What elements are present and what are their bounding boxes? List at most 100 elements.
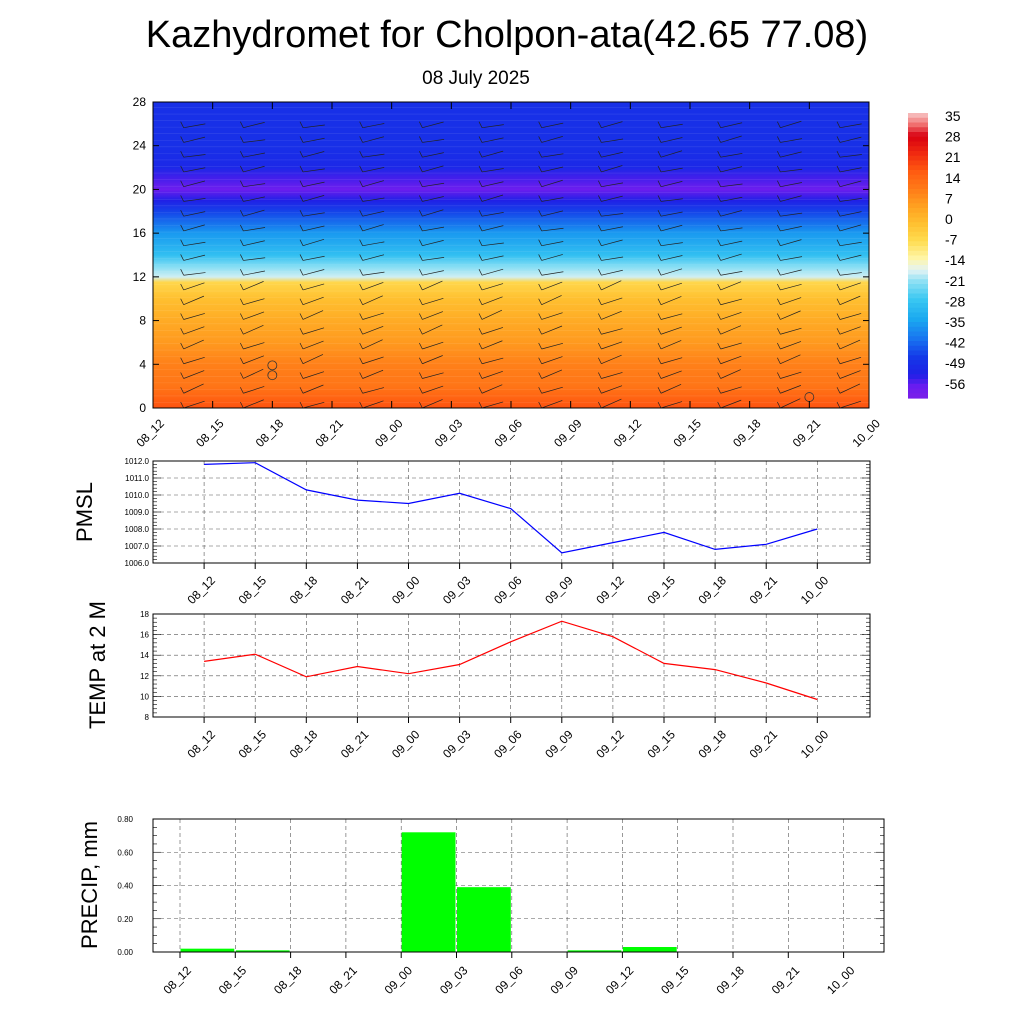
wind-barb-flag bbox=[657, 165, 662, 173]
wind-barb-flag bbox=[717, 239, 721, 246]
wind-barb-flag bbox=[299, 180, 304, 187]
wind-barb-flag bbox=[657, 283, 662, 291]
wind-barb bbox=[780, 226, 802, 232]
wind-barb-flag bbox=[538, 328, 542, 335]
wind-barb bbox=[362, 282, 384, 291]
wind-barb-flag bbox=[777, 239, 781, 246]
calm-marker bbox=[267, 360, 278, 371]
wind-barb bbox=[302, 137, 325, 143]
wind-barb-flag bbox=[657, 401, 662, 409]
colorbar-swatch bbox=[908, 265, 928, 271]
wind-barb-flag bbox=[419, 357, 423, 364]
wind-barb-flag bbox=[598, 357, 602, 364]
wind-barb-flag bbox=[538, 254, 542, 261]
wind-barb bbox=[362, 180, 384, 188]
wind-barb bbox=[839, 180, 862, 188]
wind-barb bbox=[481, 124, 504, 129]
wind-barb-flag bbox=[478, 224, 483, 232]
wind-barb-flag bbox=[419, 195, 423, 202]
wind-barb bbox=[481, 242, 504, 247]
wind-barb bbox=[780, 310, 801, 320]
wind-barb bbox=[780, 168, 803, 173]
wind-barb bbox=[839, 272, 862, 276]
wind-barb-flag bbox=[299, 283, 304, 291]
y-axis-label: PMSL bbox=[72, 482, 97, 542]
wind-barb bbox=[720, 386, 742, 394]
y-tick-label: 8 bbox=[145, 713, 150, 722]
colorbar-label: -56 bbox=[945, 376, 965, 392]
colorbar-swatch bbox=[908, 184, 928, 190]
wind-barb-flag bbox=[359, 151, 363, 158]
wind-barb bbox=[422, 311, 443, 320]
x-tick-label: 08_15 bbox=[236, 573, 270, 607]
wind-barb-flag bbox=[240, 387, 244, 394]
wind-barb-flag bbox=[538, 151, 542, 158]
wind-barb-flag bbox=[598, 165, 602, 173]
wind-barb-flag bbox=[777, 387, 781, 394]
wind-barb bbox=[720, 153, 743, 158]
wind-barb bbox=[720, 369, 741, 379]
wind-barb-flag bbox=[419, 151, 423, 158]
wind-barb bbox=[839, 383, 861, 394]
colorbar-swatch bbox=[908, 388, 928, 394]
wind-barb bbox=[839, 339, 861, 350]
wind-barb bbox=[720, 355, 742, 365]
wind-barb bbox=[541, 227, 564, 232]
wind-barb bbox=[362, 241, 385, 247]
colorbar-label: 28 bbox=[945, 129, 961, 145]
wind-barb bbox=[422, 341, 444, 350]
wind-barb-flag bbox=[657, 254, 662, 261]
wind-barb bbox=[422, 182, 445, 188]
temperature-colorbar: 35 28 21 14 7 0 -7 -14 -21 -28 -35 -42 -49 -56 bbox=[908, 108, 965, 399]
wind-barb bbox=[780, 327, 802, 335]
wind-barb bbox=[601, 269, 623, 276]
colorbar-swatch bbox=[908, 298, 928, 304]
wind-barb bbox=[780, 283, 802, 291]
wind-barb-flag bbox=[478, 151, 483, 158]
wind-barb-flag bbox=[538, 283, 542, 291]
wind-barb-flag bbox=[299, 151, 304, 158]
wind-barb-flag bbox=[598, 210, 602, 217]
wind-barb-flag bbox=[836, 165, 841, 173]
wind-barb bbox=[660, 167, 683, 173]
wind-barb-flag bbox=[717, 210, 721, 217]
wind-barb bbox=[243, 257, 266, 261]
wind-barb bbox=[720, 122, 743, 129]
wind-barb-flag bbox=[777, 269, 781, 276]
wind-barb-flag bbox=[180, 269, 184, 276]
wind-barb-flag bbox=[777, 195, 781, 202]
wind-barb-flag bbox=[180, 372, 184, 379]
wind-barb bbox=[302, 225, 325, 232]
colorbar-swatch bbox=[908, 117, 928, 124]
wind-barb-flag bbox=[478, 298, 483, 305]
wind-barb-flag bbox=[359, 239, 363, 246]
wind-barb bbox=[780, 269, 802, 276]
colorbar-label: 21 bbox=[945, 149, 961, 165]
wind-barb-flag bbox=[836, 283, 841, 291]
y-tick-label: 18 bbox=[140, 610, 149, 619]
wind-barb-flag bbox=[240, 254, 244, 261]
wind-barb-flag bbox=[657, 151, 662, 158]
wind-barb bbox=[302, 401, 325, 409]
wind-barb-flag bbox=[299, 328, 304, 335]
wind-barb-flag bbox=[180, 121, 184, 128]
wind-barb bbox=[422, 196, 444, 202]
x-tick-label: 09_12 bbox=[593, 573, 627, 607]
y-axis-label: TEMP at 2 M bbox=[85, 601, 110, 729]
colorbar-swatch bbox=[908, 146, 928, 152]
wind-barb bbox=[839, 211, 862, 217]
wind-barb bbox=[302, 340, 324, 350]
wind-barb bbox=[660, 224, 683, 232]
wind-barb-flag bbox=[359, 121, 363, 128]
wind-barb-flag bbox=[777, 328, 781, 335]
wind-barb-flag bbox=[299, 224, 304, 232]
wind-barb-flag bbox=[717, 357, 721, 364]
series-line bbox=[204, 620, 818, 701]
wind-barb bbox=[481, 255, 504, 261]
y-tick-label: 20 bbox=[133, 182, 147, 196]
wind-barb-flag bbox=[836, 401, 841, 409]
wind-barb-flag bbox=[359, 254, 363, 261]
y-tick-label: 14 bbox=[140, 651, 149, 660]
wind-barb bbox=[362, 369, 384, 379]
wind-barb-flag bbox=[777, 165, 781, 173]
